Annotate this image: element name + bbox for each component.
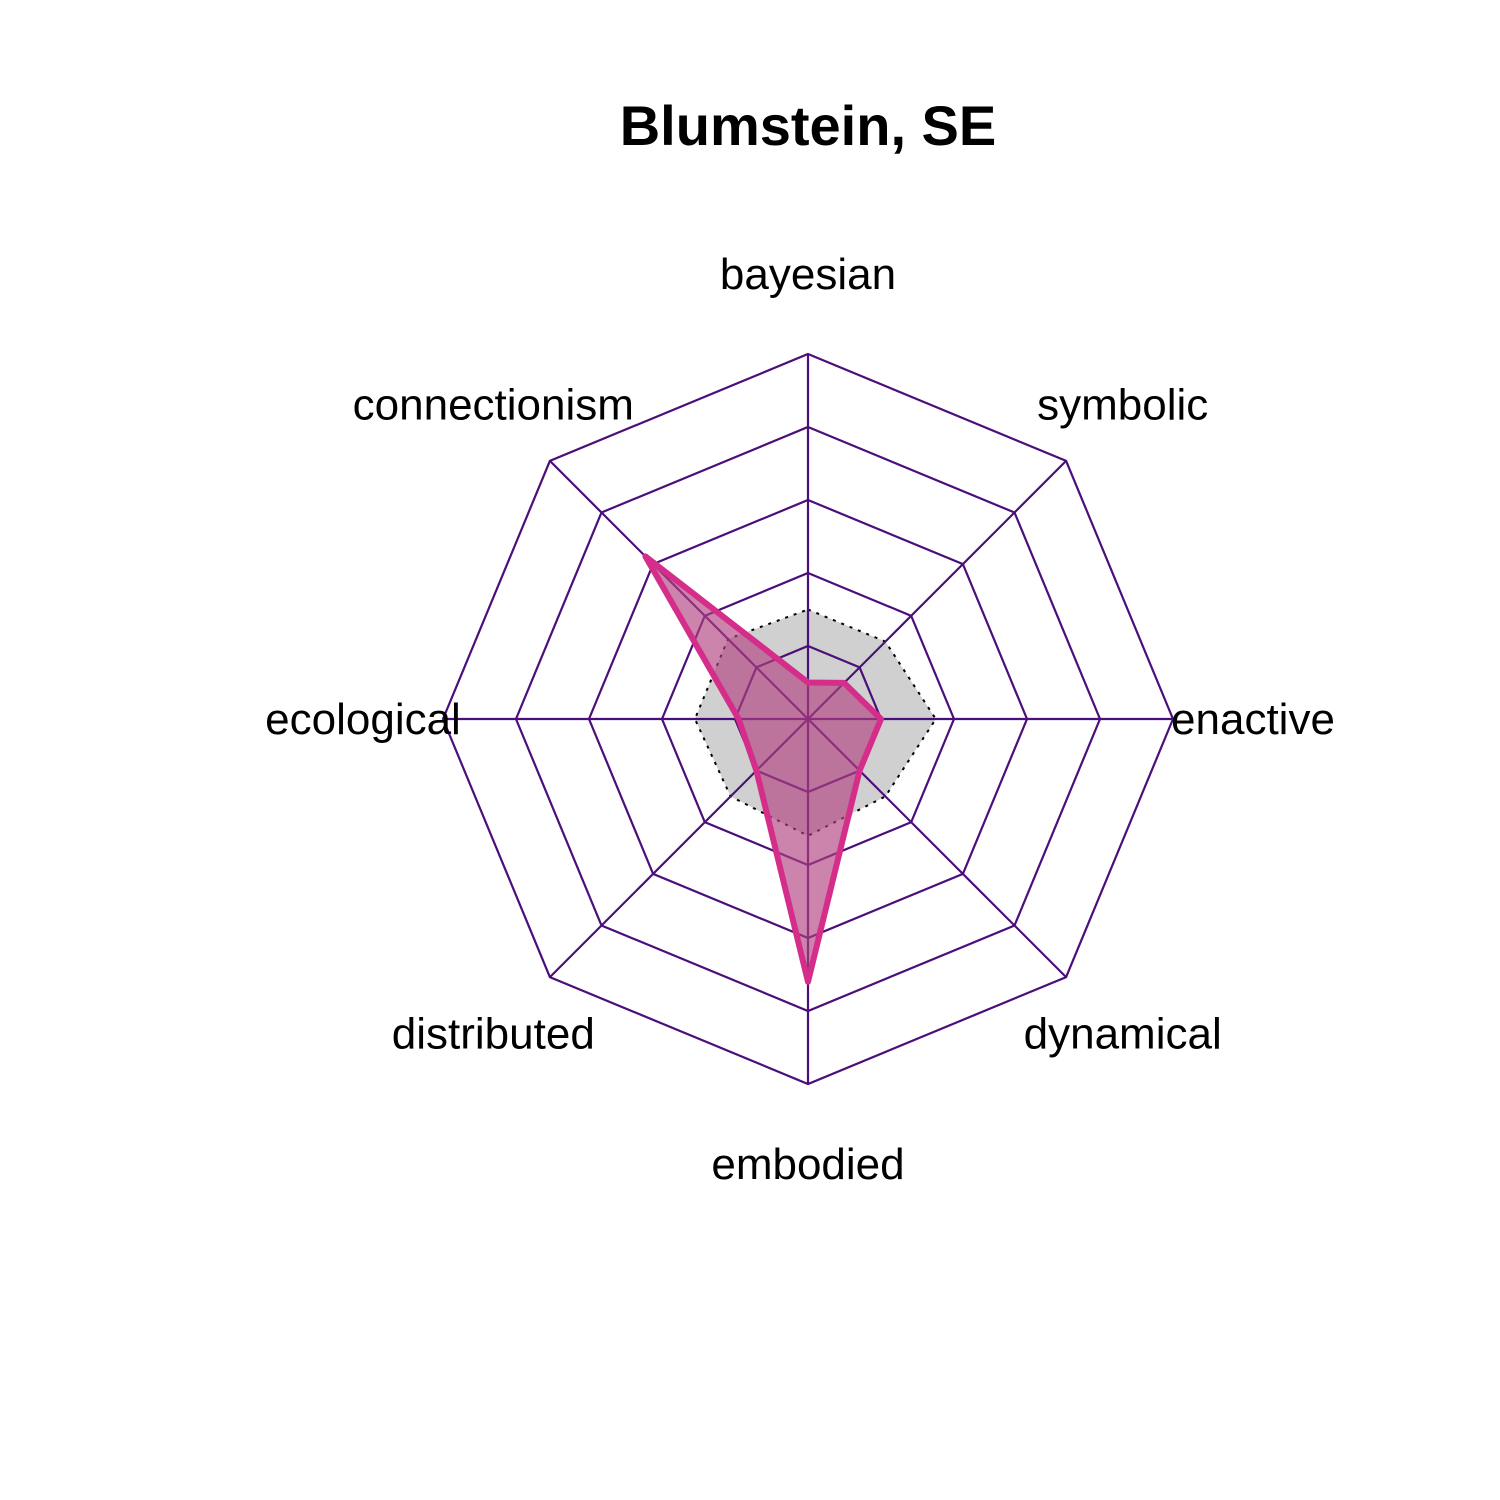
axis-label-dynamical: dynamical: [1024, 1010, 1222, 1059]
main-series-layer: [642, 553, 884, 985]
axis-label-distributed: distributed: [392, 1010, 595, 1059]
chart-title: Blumstein, SE: [620, 94, 997, 157]
spoke-symbolic: [807, 460, 1067, 720]
series-polygon-0: [642, 553, 884, 985]
axis-label-ecological: ecological: [265, 695, 461, 744]
axis-label-bayesian: bayesian: [720, 250, 896, 299]
axis-label-symbolic: symbolic: [1037, 380, 1208, 429]
axis-label-enactive: enactive: [1171, 695, 1335, 744]
axis-label-embodied: embodied: [711, 1140, 904, 1189]
axis-labels-layer: bayesian symbolic enactive dynamical embodie…: [265, 250, 1335, 1189]
axis-label-connectionism: connectionism: [353, 380, 634, 429]
